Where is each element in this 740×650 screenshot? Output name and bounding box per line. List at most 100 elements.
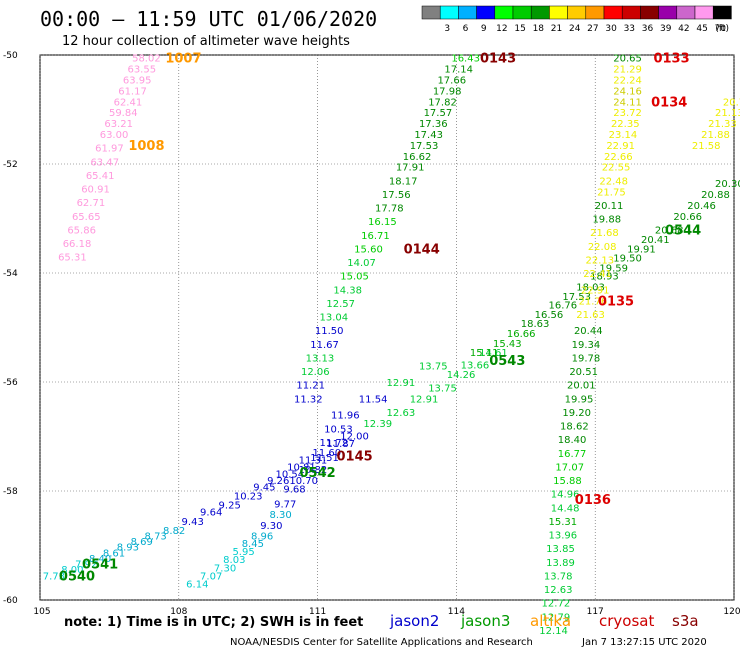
wave-height-value: 8.73 (145, 532, 167, 543)
wave-height-value: 9.64 (200, 508, 222, 519)
wave-height-value: 21.68 (590, 228, 619, 239)
wave-height-value: 11.60 (313, 448, 342, 459)
wave-height-value: 12.06 (301, 367, 330, 378)
wave-height-value: 14.07 (347, 258, 376, 269)
colorbar-swatch (694, 5, 714, 20)
wave-height-value: 10.23 (234, 491, 263, 502)
wave-height-value: 12.39 (363, 419, 392, 430)
colorbar-swatch (676, 5, 696, 20)
wave-height-value: 12.14 (539, 626, 568, 637)
wave-height-value: 8.96 (251, 532, 273, 543)
wave-height-value: 9.45 (253, 483, 275, 494)
wave-height-value: 63.47 (90, 157, 119, 168)
wave-height-value: 16.56 (535, 310, 564, 321)
wave-height-value: 11.32 (294, 394, 323, 405)
pass-time-label: 0143 (480, 52, 516, 67)
wave-height-value: 10.54 (276, 470, 305, 481)
wave-height-value: 22.24 (613, 76, 642, 87)
pass-time-label: 0135 (598, 294, 634, 309)
footer-note: note: 1) Time is in UTC; 2) SWH is in fe… (64, 615, 363, 630)
wave-height-value: 14.38 (333, 285, 362, 296)
wave-height-value: 22.91 (581, 285, 610, 296)
wave-height-value: 20.51 (569, 367, 598, 378)
wave-height-value: 24.11 (613, 97, 642, 108)
pass-time-label: 1007 (165, 52, 201, 67)
y-tick-label: -54 (3, 269, 18, 279)
wave-height-value: 9.26 (267, 476, 289, 487)
pass-time-label: 0144 (404, 242, 440, 257)
wave-height-value: 18.93 (590, 272, 619, 283)
pass-time-label: 0136 (575, 493, 611, 508)
wave-height-value: 21.88 (701, 130, 730, 141)
wave-height-value: 17.07 (555, 462, 584, 473)
wave-height-value: 16.15 (368, 217, 397, 228)
colorbar-swatch (439, 5, 459, 20)
wave-height-value: 22.13 (586, 255, 615, 266)
wave-height-value: 65.41 (86, 171, 115, 182)
wave-height-value: 65.65 (72, 212, 101, 223)
wave-height-value: 17.43 (414, 130, 443, 141)
wave-height-value: 19.20 (562, 408, 591, 419)
x-tick-label: 117 (587, 607, 604, 617)
wave-height-value: 17.56 (382, 190, 411, 201)
wave-height-value: 20.88 (701, 190, 730, 201)
colorbar-tick-label: 15 (514, 24, 525, 34)
y-tick-label: -58 (3, 487, 18, 497)
wave-height-value: 63.00 (100, 130, 129, 141)
colorbar-tick-label: 39 (660, 24, 672, 34)
wave-height-value: 19.88 (592, 215, 621, 226)
wave-height-value: 13.89 (546, 558, 575, 569)
colorbar-tick-label: 24 (569, 24, 581, 34)
colorbar-tick-label: 33 (624, 24, 635, 34)
wave-height-value: 17.82 (428, 97, 457, 108)
wave-height-value: 10.81 (287, 462, 316, 473)
wave-height-value: 12.91 (410, 394, 439, 405)
wave-height-value: 17.36 (419, 119, 448, 130)
wave-height-value: 20.30 (715, 179, 740, 190)
wave-height-value: 62.41 (114, 97, 143, 108)
wave-height-value: 63.55 (127, 65, 156, 76)
wave-height-value: 24.16 (613, 86, 642, 97)
colorbar-tick-label: 3 (444, 24, 450, 34)
wave-height-value: 10.82 (299, 465, 328, 476)
wave-height-value: 17.98 (433, 86, 462, 97)
wave-height-value: 11.87 (326, 439, 355, 450)
y-tick-label: -52 (3, 160, 18, 170)
wave-height-value: 22.41 (583, 269, 612, 280)
colorbar-swatch (567, 5, 587, 20)
wave-height-value: 59.84 (109, 108, 138, 119)
wave-height-value: 8.61 (103, 549, 125, 560)
x-tick-label: 108 (170, 607, 187, 617)
colorbar-tick-label: 18 (533, 24, 545, 34)
wave-height-value: 22.91 (606, 141, 635, 152)
wave-height-value: 20.46 (687, 201, 716, 212)
wave-height-value: 10.70 (289, 476, 318, 487)
wave-height-value: 13.13 (306, 353, 335, 364)
wave-height-value: 21.58 (692, 141, 721, 152)
wave-height-value: 9.43 (182, 517, 204, 528)
wave-height-value: 63.21 (104, 119, 133, 130)
wave-height-value: 16.62 (403, 152, 432, 163)
x-tick-label: 114 (448, 607, 465, 617)
wave-height-value: 13.75 (428, 383, 457, 394)
wave-height-value: 14.96 (551, 490, 580, 501)
wave-height-value: 16.66 (507, 329, 536, 340)
footer-credit: NOAA/NESDIS Center for Satellite Applica… (230, 637, 533, 648)
wave-height-value: 7.92 (75, 559, 97, 570)
wave-height-value: 9.30 (260, 521, 282, 532)
wave-height-value: 11.72 (319, 438, 348, 449)
wave-height-value: 11.54 (359, 394, 388, 405)
wave-height-value: 58.02 (132, 54, 161, 65)
wave-height-value: 17.57 (424, 108, 453, 119)
wave-height-value: 16.77 (558, 449, 587, 460)
wave-height-value: 12.57 (326, 299, 355, 310)
wave-height-value: 22.55 (602, 163, 631, 174)
wave-height-value: 21.76 (579, 296, 608, 307)
wave-height-value: 22.08 (588, 242, 617, 253)
x-tick-label: 105 (33, 607, 50, 617)
x-tick-label: 111 (309, 607, 326, 617)
wave-height-value: 11.31 (299, 455, 328, 466)
wave-height-value: 20.7 (723, 97, 740, 108)
pass-time-label: 0541 (82, 557, 118, 572)
